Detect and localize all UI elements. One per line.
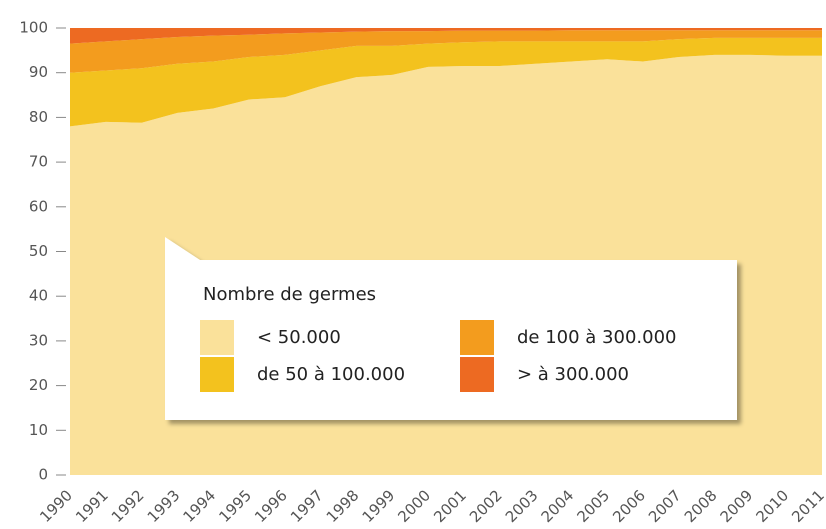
y-tick-label: 90 bbox=[29, 63, 48, 81]
legend-box bbox=[165, 237, 737, 420]
x-tick-label: 1996 bbox=[251, 486, 291, 526]
area bbox=[70, 28, 822, 44]
x-tick-label: 2005 bbox=[573, 486, 613, 526]
x-tick-label: 1991 bbox=[72, 486, 112, 526]
x-tick-label: 1992 bbox=[108, 486, 148, 526]
x-tick-label: 2009 bbox=[717, 486, 757, 526]
x-tick-label: 1993 bbox=[144, 486, 184, 526]
y-tick-label: 40 bbox=[29, 287, 48, 305]
x-tick-label: 2008 bbox=[681, 486, 721, 526]
x-tick-label: 2007 bbox=[645, 486, 685, 526]
legend-label: de 100 à 300.000 bbox=[517, 327, 677, 348]
y-tick-label: 60 bbox=[29, 197, 48, 215]
legend: Nombre de germes < 50.000 de 50 à 100.000… bbox=[165, 237, 737, 420]
x-tick-label: 2010 bbox=[752, 486, 792, 526]
legend-title: Nombre de germes bbox=[203, 284, 376, 305]
x-tick-label: 1999 bbox=[359, 486, 399, 526]
y-tick-label: 80 bbox=[29, 108, 48, 126]
y-tick-label: 30 bbox=[29, 331, 48, 349]
y-tick-label: 50 bbox=[29, 242, 48, 260]
x-tick-label: 1997 bbox=[287, 486, 327, 526]
legend-swatch bbox=[200, 357, 234, 392]
x-tick-label: 2004 bbox=[538, 486, 578, 526]
y-tick-label: 20 bbox=[29, 376, 48, 394]
x-tick-label: 2000 bbox=[394, 486, 434, 526]
x-tick-label: 1994 bbox=[180, 486, 220, 526]
area bbox=[70, 30, 822, 73]
x-tick-label: 1998 bbox=[323, 486, 363, 526]
legend-label: > à 300.000 bbox=[517, 364, 629, 385]
legend-swatch bbox=[200, 320, 234, 355]
x-tick-label: 2003 bbox=[502, 486, 542, 526]
y-tick-label: 70 bbox=[29, 153, 48, 171]
x-tick-label: 2011 bbox=[788, 486, 826, 526]
x-tick-label: 2001 bbox=[430, 486, 470, 526]
y-tick-label: 100 bbox=[19, 19, 48, 37]
legend-label: de 50 à 100.000 bbox=[257, 364, 405, 385]
area bbox=[70, 37, 822, 127]
x-tick-label: 2002 bbox=[466, 486, 506, 526]
x-tick-label: 1995 bbox=[215, 486, 255, 526]
legend-swatch bbox=[460, 357, 494, 392]
legend-label: < 50.000 bbox=[257, 327, 341, 348]
legend-swatch bbox=[460, 320, 494, 355]
y-tick-label: 10 bbox=[29, 421, 48, 439]
x-tick-label: 1990 bbox=[36, 486, 76, 526]
x-tick-label: 2006 bbox=[609, 486, 649, 526]
y-tick-label: 0 bbox=[38, 466, 48, 484]
